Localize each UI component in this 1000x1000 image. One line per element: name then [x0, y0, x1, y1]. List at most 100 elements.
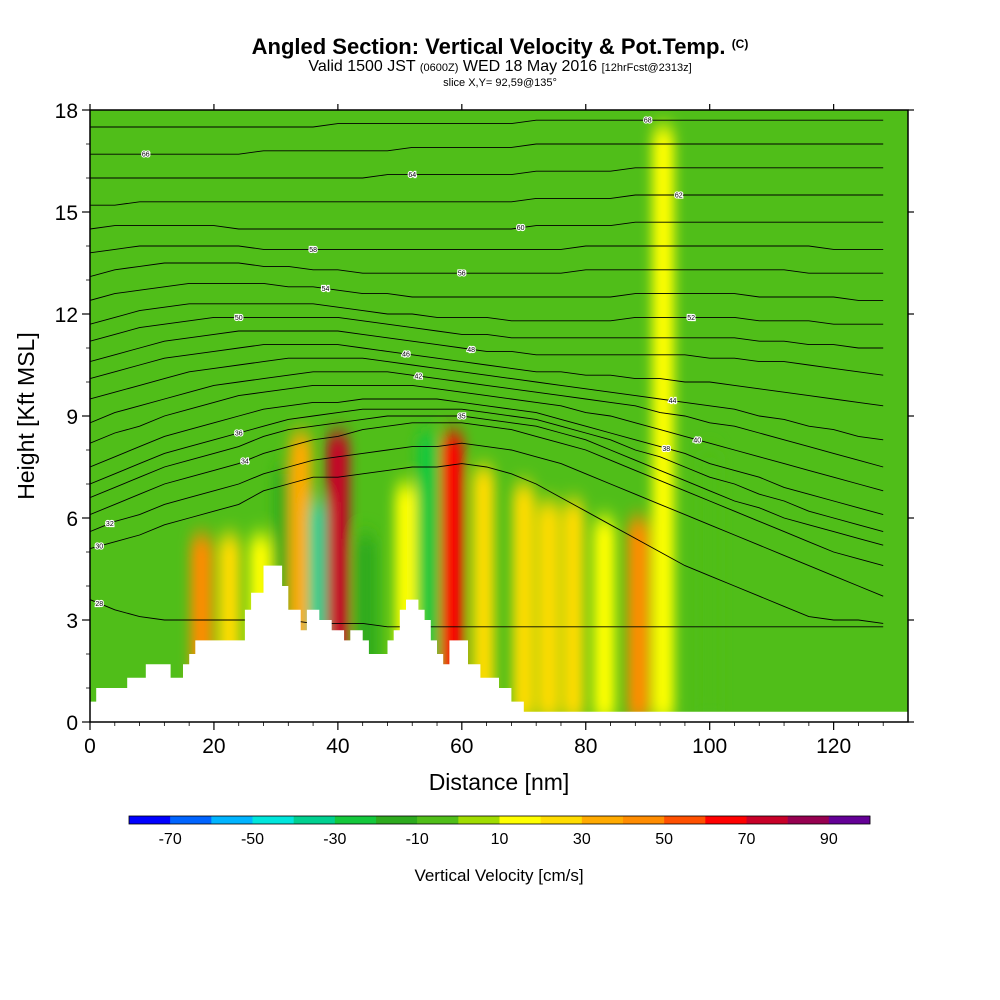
velocity-cell-12 — [512, 484, 535, 722]
isentrope-label-46: 46 — [402, 351, 410, 358]
valid-date: WED 18 May 2016 — [462, 58, 598, 75]
isentrope-label-32: 32 — [106, 521, 114, 528]
colorbar-swatch — [705, 816, 747, 824]
isentrope-label-36: 36 — [235, 431, 243, 438]
chart-subtitle: Valid 1500 JST (0600Z) WED 18 May 2016 [… — [0, 58, 1000, 76]
y-tick-label: 15 — [55, 202, 78, 225]
colorbar-frame — [128, 815, 871, 825]
isentrope-50 — [90, 316, 884, 349]
colorbar-swatch — [417, 816, 459, 824]
colorbar-swatch — [581, 816, 624, 824]
colorbar-label: -70 — [159, 831, 182, 848]
y-tick-label: 18 — [55, 100, 78, 123]
isentrope-label-66: 66 — [142, 152, 150, 159]
isentrope-46 — [90, 344, 884, 407]
y-axis-label: Height [Kft MSL] — [13, 332, 39, 499]
isentrope-42 — [90, 371, 884, 468]
forecast-info: [12hrFcst@2313z] — [601, 62, 692, 74]
y-tick-label: 0 — [66, 712, 78, 735]
colorbar-swatch — [664, 816, 706, 824]
colorbar-swatch — [334, 816, 377, 824]
colorbar-label: -10 — [406, 831, 429, 848]
isentrope-34 — [90, 422, 884, 567]
isentrope-40 — [90, 384, 884, 492]
isentrope-label-60: 60 — [517, 225, 525, 232]
velocity-cell-17 — [652, 127, 675, 722]
colorbar-swatch — [170, 816, 212, 824]
colorbar-title: Vertical Velocity [cm/s] — [414, 866, 583, 885]
velocity-cell-11 — [472, 467, 495, 722]
velocity-cell-15 — [593, 518, 616, 722]
colorbar-label: 70 — [738, 831, 756, 848]
isentrope-64 — [90, 167, 884, 179]
y-tick-label: 6 — [66, 508, 78, 531]
isentrope-56 — [90, 262, 884, 278]
x-axis-label: Distance [nm] — [429, 769, 570, 795]
isentrope-label-54: 54 — [322, 286, 330, 293]
colorbar-label: 30 — [573, 831, 591, 848]
colorbar-swatch — [458, 816, 500, 824]
colorbar-swatch — [623, 816, 665, 824]
isentrope-label-38: 38 — [662, 446, 670, 453]
slice-info: slice X,Y= 92,59@135° — [443, 77, 557, 89]
isentrope-35 — [90, 415, 884, 546]
x-tick-label: 20 — [202, 735, 225, 758]
x-tick-label: 80 — [574, 735, 597, 758]
isentrope-label-58: 58 — [309, 247, 317, 254]
x-tick-label: 100 — [692, 735, 727, 758]
isentrope-label-50: 50 — [235, 315, 243, 322]
isentrope-label-64: 64 — [408, 172, 416, 179]
isentrope-label-42: 42 — [415, 374, 423, 381]
isentrope-contours: 28 30 32 34 35 36 38 40 42 44 46 48 50 52 54 56 58 60 62 64… — [90, 117, 884, 628]
x-tick-label: 60 — [450, 735, 473, 758]
isentrope-label-52: 52 — [687, 315, 695, 322]
colorbar-label: 50 — [655, 831, 673, 848]
isentrope-28 — [90, 599, 884, 628]
valid-time: Valid 1500 JST — [308, 58, 416, 75]
colorbar-swatch — [746, 816, 788, 824]
velocity-cell-18 — [698, 450, 721, 722]
isentrope-58 — [90, 245, 884, 254]
isentrope-label-30: 30 — [95, 544, 103, 551]
isentrope-32 — [90, 442, 884, 597]
y-tick-label: 3 — [66, 610, 78, 633]
isentrope-38 — [90, 398, 884, 516]
isentrope-48 — [90, 330, 884, 376]
isentrope-label-62: 62 — [675, 193, 683, 200]
isentrope-label-35: 35 — [458, 414, 466, 421]
colorbar-label: 10 — [491, 831, 509, 848]
colorbar-swatch — [252, 816, 294, 824]
colorbar-swatch — [211, 816, 253, 824]
isentrope-44 — [90, 357, 884, 441]
x-tick-label: 0 — [84, 735, 96, 758]
velocity-cell-16 — [627, 518, 650, 722]
colorbar-label: 90 — [820, 831, 838, 848]
isentrope-label-28: 28 — [95, 601, 103, 608]
colorbar-swatch — [787, 816, 830, 824]
isentrope-68 — [90, 119, 884, 128]
x-tick-label: 40 — [326, 735, 349, 758]
isentrope-label-34: 34 — [241, 459, 249, 466]
isentrope-label-44: 44 — [669, 398, 677, 405]
colorbar-swatch — [540, 816, 583, 824]
isentrope-62 — [90, 194, 884, 206]
velocity-cell-13 — [537, 501, 560, 722]
chart-title-main: Angled Section: Vertical Velocity & Pot.… — [251, 34, 726, 59]
colorbar-label: -50 — [241, 831, 264, 848]
x-tick-label: 120 — [816, 735, 851, 758]
colorbar-label: -30 — [323, 831, 346, 848]
colorbar-swatch — [129, 816, 171, 824]
colorbar-swatch — [499, 816, 541, 824]
velocity-cell-14 — [562, 501, 585, 722]
isentrope-60 — [90, 221, 884, 230]
isentrope-66 — [90, 143, 884, 155]
terrain — [90, 565, 908, 722]
y-tick-label: 9 — [66, 406, 78, 429]
chart-title-unit: (C) — [731, 37, 749, 51]
isentrope-label-40: 40 — [693, 437, 701, 444]
colorbar: -70 -50 -30 -10 10 30 50 70 90 — [128, 815, 871, 848]
colorbar-swatch — [828, 816, 871, 824]
isentrope-label-48: 48 — [467, 347, 475, 354]
